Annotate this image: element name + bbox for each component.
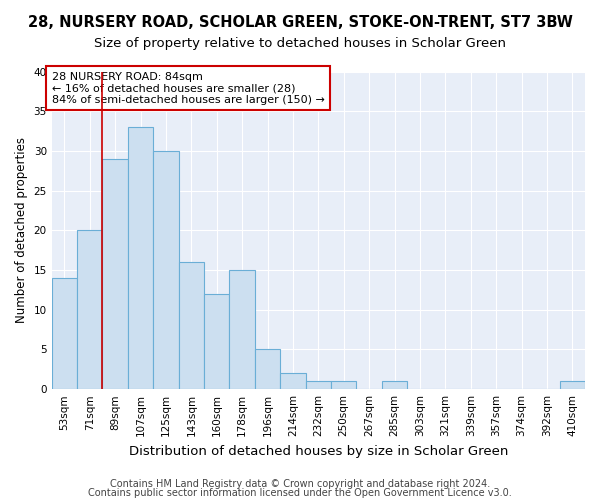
Bar <box>204 294 229 389</box>
Bar <box>103 159 128 389</box>
Bar <box>280 374 305 389</box>
Text: Size of property relative to detached houses in Scholar Green: Size of property relative to detached ho… <box>94 38 506 51</box>
Bar <box>77 230 103 389</box>
Bar <box>305 381 331 389</box>
Bar <box>179 262 204 389</box>
Bar <box>255 350 280 389</box>
Bar <box>229 270 255 389</box>
Y-axis label: Number of detached properties: Number of detached properties <box>15 138 28 324</box>
Bar <box>128 127 153 389</box>
Bar <box>52 278 77 389</box>
Bar <box>560 381 585 389</box>
X-axis label: Distribution of detached houses by size in Scholar Green: Distribution of detached houses by size … <box>128 444 508 458</box>
Bar <box>153 151 179 389</box>
Bar <box>382 381 407 389</box>
Text: Contains public sector information licensed under the Open Government Licence v3: Contains public sector information licen… <box>88 488 512 498</box>
Bar <box>331 381 356 389</box>
Text: 28, NURSERY ROAD, SCHOLAR GREEN, STOKE-ON-TRENT, ST7 3BW: 28, NURSERY ROAD, SCHOLAR GREEN, STOKE-O… <box>28 15 572 30</box>
Text: 28 NURSERY ROAD: 84sqm
← 16% of detached houses are smaller (28)
84% of semi-det: 28 NURSERY ROAD: 84sqm ← 16% of detached… <box>52 72 325 104</box>
Text: Contains HM Land Registry data © Crown copyright and database right 2024.: Contains HM Land Registry data © Crown c… <box>110 479 490 489</box>
